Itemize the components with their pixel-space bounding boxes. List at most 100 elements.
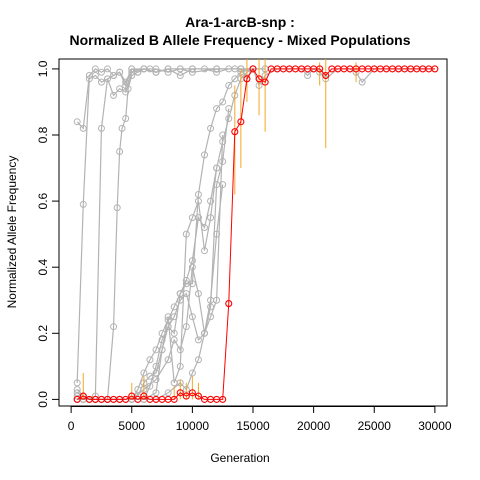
data-point-population-f bbox=[225, 114, 233, 122]
highlight-data-point bbox=[188, 389, 196, 397]
data-point-population-j bbox=[164, 389, 172, 397]
data-point-population-j bbox=[201, 329, 208, 337]
plot-area bbox=[73, 59, 439, 403]
data-point-population-i bbox=[176, 362, 184, 370]
data-point-population-i bbox=[207, 214, 215, 222]
highlight-data-point bbox=[170, 395, 178, 403]
data-point-population-d bbox=[213, 65, 221, 73]
data-point-population-d bbox=[188, 65, 196, 73]
data-point-population-e bbox=[73, 385, 81, 393]
data-point-population-f bbox=[140, 369, 148, 377]
data-point-population-f bbox=[182, 276, 190, 284]
data-point-population-i bbox=[152, 389, 160, 397]
data-point-population-a bbox=[91, 65, 99, 73]
data-point-population-i bbox=[158, 346, 166, 354]
highlight-data-point bbox=[316, 65, 324, 73]
highlight-data-point bbox=[219, 395, 227, 403]
y-tick-label: 0.0 bbox=[36, 391, 50, 408]
chart-title-line1: Ara-1-arcB-snp : bbox=[185, 14, 295, 30]
data-point-population-g bbox=[194, 336, 202, 344]
data-point-population-a bbox=[79, 124, 87, 132]
highlight-data-point bbox=[122, 395, 130, 403]
data-point-population-i bbox=[164, 313, 172, 321]
data-point-population-f bbox=[146, 356, 154, 364]
x-tick-label: 10000 bbox=[176, 419, 210, 433]
data-point-population-d bbox=[128, 72, 136, 80]
data-point-population-k bbox=[304, 72, 312, 80]
highlight-data-point bbox=[231, 128, 239, 136]
highlight-data-point bbox=[249, 65, 257, 73]
data-point-population-g bbox=[219, 157, 227, 165]
highlight-data-point bbox=[79, 392, 87, 400]
y-axis-label: Normalized Allele Frequency bbox=[5, 155, 19, 309]
data-point-population-h bbox=[176, 346, 184, 354]
data-point-population-j bbox=[188, 369, 196, 377]
data-point-population-b bbox=[85, 75, 93, 83]
data-point-population-f bbox=[188, 257, 196, 265]
data-point-population-j bbox=[219, 181, 227, 189]
x-tick-label: 5000 bbox=[118, 419, 145, 433]
data-point-population-e bbox=[194, 190, 202, 198]
highlight-data-point bbox=[225, 300, 233, 308]
x-tick-label: 15000 bbox=[236, 419, 270, 433]
data-point-population-e bbox=[207, 124, 215, 132]
data-point-population-d bbox=[140, 65, 148, 73]
highlight-data-point bbox=[243, 75, 251, 83]
data-point-population-h bbox=[219, 131, 227, 139]
data-point-population-c bbox=[104, 75, 111, 83]
highlight-data-point bbox=[322, 71, 330, 80]
y-tick-label: 0.6 bbox=[36, 192, 50, 209]
x-axis-label: Generation bbox=[210, 451, 270, 465]
data-point-population-b bbox=[73, 379, 81, 387]
data-point-population-d bbox=[122, 114, 130, 122]
x-tick-label: 30000 bbox=[418, 419, 452, 433]
data-point-population-h bbox=[152, 376, 160, 384]
highlight-data-point bbox=[176, 389, 184, 397]
data-point-population-d bbox=[164, 65, 172, 73]
data-point-population-c bbox=[110, 72, 118, 80]
highlight-data-point bbox=[134, 395, 142, 403]
data-point-population-i bbox=[182, 230, 190, 238]
data-point-population-j bbox=[207, 296, 215, 304]
data-point-population-j bbox=[213, 230, 221, 238]
x-tick-label: 20000 bbox=[297, 419, 331, 433]
data-point-population-i bbox=[213, 164, 221, 172]
data-point-population-g bbox=[164, 323, 172, 331]
highlight-data-point bbox=[431, 65, 439, 73]
data-point-population-d bbox=[118, 124, 126, 132]
data-point-population-b bbox=[91, 72, 99, 80]
data-point-population-h bbox=[194, 290, 202, 298]
data-point-population-g bbox=[188, 313, 196, 321]
data-point-population-h bbox=[170, 336, 178, 344]
highlight-series-line bbox=[76, 67, 435, 400]
y-tick-label: 0.8 bbox=[36, 126, 50, 143]
data-point-population-h bbox=[188, 263, 196, 271]
chart-title-line2: Normalized B Allele Frequency - Mixed Po… bbox=[69, 32, 411, 48]
highlight-data-point bbox=[261, 78, 269, 86]
data-point-population-f bbox=[73, 389, 81, 397]
highlight-data-point bbox=[194, 392, 202, 400]
y-tick-label: 0.2 bbox=[36, 325, 50, 342]
data-point-population-e bbox=[213, 105, 221, 113]
x-tick-label: 0 bbox=[68, 419, 75, 433]
data-point-population-d bbox=[116, 148, 124, 156]
highlight-data-point bbox=[140, 392, 148, 400]
data-point-population-e bbox=[188, 280, 196, 288]
data-point-population-g bbox=[225, 105, 233, 113]
plot-frame bbox=[58, 58, 448, 407]
y-tick-label: 0.4 bbox=[36, 259, 50, 276]
data-point-population-d bbox=[134, 68, 142, 76]
highlight-data-point bbox=[182, 392, 190, 400]
series-line-population-b bbox=[76, 68, 266, 383]
highlight-data-point bbox=[73, 395, 81, 403]
data-point-population-f bbox=[207, 197, 215, 205]
data-point-population-b bbox=[110, 91, 118, 99]
data-point-population-b bbox=[79, 200, 87, 208]
data-point-population-i bbox=[194, 197, 202, 205]
data-point-population-i bbox=[201, 247, 208, 255]
data-point-population-c bbox=[97, 124, 105, 132]
data-point-population-d bbox=[124, 85, 132, 93]
data-point-population-g bbox=[158, 336, 166, 344]
data-point-population-g bbox=[152, 362, 160, 370]
